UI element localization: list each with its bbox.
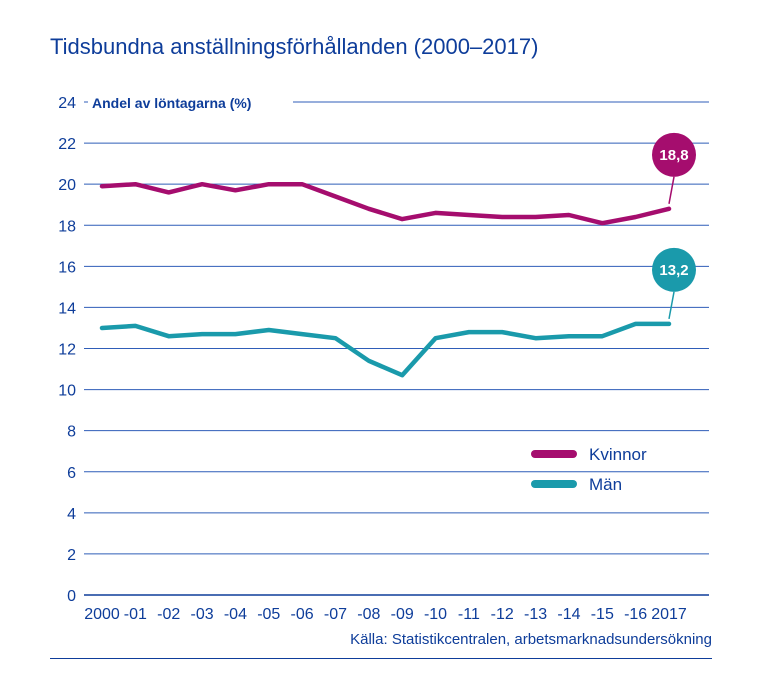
x-tick-label: -04 bbox=[224, 606, 247, 623]
end-value-label: 13,2 bbox=[659, 262, 688, 279]
x-tick-label: -05 bbox=[257, 606, 280, 623]
x-tick-label: 2017 bbox=[651, 606, 687, 623]
source-note: Källa: Statistikcentralen, arbetsmarknad… bbox=[350, 631, 712, 648]
gridlines bbox=[84, 101, 709, 596]
y-axis-label-background bbox=[88, 92, 293, 114]
y-tick-label: 4 bbox=[67, 506, 76, 523]
value-bubble bbox=[652, 247, 696, 292]
x-tick-label: -15 bbox=[591, 606, 614, 623]
y-tick-label: 10 bbox=[58, 383, 76, 400]
end-value-label: 18,8 bbox=[659, 147, 688, 164]
legend-label: Kvinnor bbox=[589, 445, 647, 464]
x-tick-label: -10 bbox=[424, 606, 447, 623]
x-tick-label: -06 bbox=[291, 606, 314, 623]
x-tick-labels: 2000 -01 -02 -03 -04 -05 -06 -07 -08 -09 -10 -11 -12… bbox=[84, 606, 687, 623]
x-tick-label: -07 bbox=[324, 606, 347, 623]
y-tick-label: 12 bbox=[58, 342, 76, 359]
x-tick-label: -03 bbox=[190, 606, 213, 623]
y-tick-label: 24 bbox=[58, 95, 76, 112]
legend: Kvinnor Män bbox=[531, 445, 647, 494]
y-tick-label: 16 bbox=[58, 259, 76, 276]
legend-label: Män bbox=[589, 475, 622, 494]
x-tick-label: -02 bbox=[157, 606, 180, 623]
x-tick-label: -08 bbox=[357, 606, 380, 623]
y-tick-label: 20 bbox=[58, 177, 76, 194]
bubble-pointer bbox=[668, 176, 675, 204]
bubble-pointer bbox=[668, 291, 675, 319]
x-tick-label: -01 bbox=[124, 606, 147, 623]
x-tick-label: -13 bbox=[524, 606, 547, 623]
chart-title: Tidsbundna anställningsförhållanden (200… bbox=[50, 34, 539, 59]
y-tick-label: 8 bbox=[67, 424, 76, 441]
x-tick-label: -11 bbox=[458, 606, 480, 623]
y-tick-label: 6 bbox=[67, 465, 76, 482]
y-tick-label: 2 bbox=[67, 547, 76, 564]
series-line-kvinnor bbox=[99, 181, 672, 226]
y-tick-label: 14 bbox=[58, 300, 76, 317]
y-tick-label: 18 bbox=[58, 218, 76, 235]
x-tick-label: -12 bbox=[491, 606, 514, 623]
y-axis-label: Andel av löntagarna (%) bbox=[92, 95, 251, 111]
value-bubble bbox=[652, 132, 696, 177]
end-value-bubbles: 18,8 13,2 bbox=[652, 132, 696, 319]
bottom-divider bbox=[50, 658, 712, 659]
x-tick-label: -09 bbox=[391, 606, 414, 623]
y-tick-label: 22 bbox=[58, 136, 76, 153]
y-tick-label: 0 bbox=[67, 588, 76, 605]
series-lines bbox=[99, 181, 672, 378]
x-tick-label: 2000 bbox=[84, 606, 120, 623]
x-tick-label: -16 bbox=[624, 606, 647, 623]
x-tick-label: -14 bbox=[557, 606, 580, 623]
series-line-män bbox=[99, 321, 672, 378]
